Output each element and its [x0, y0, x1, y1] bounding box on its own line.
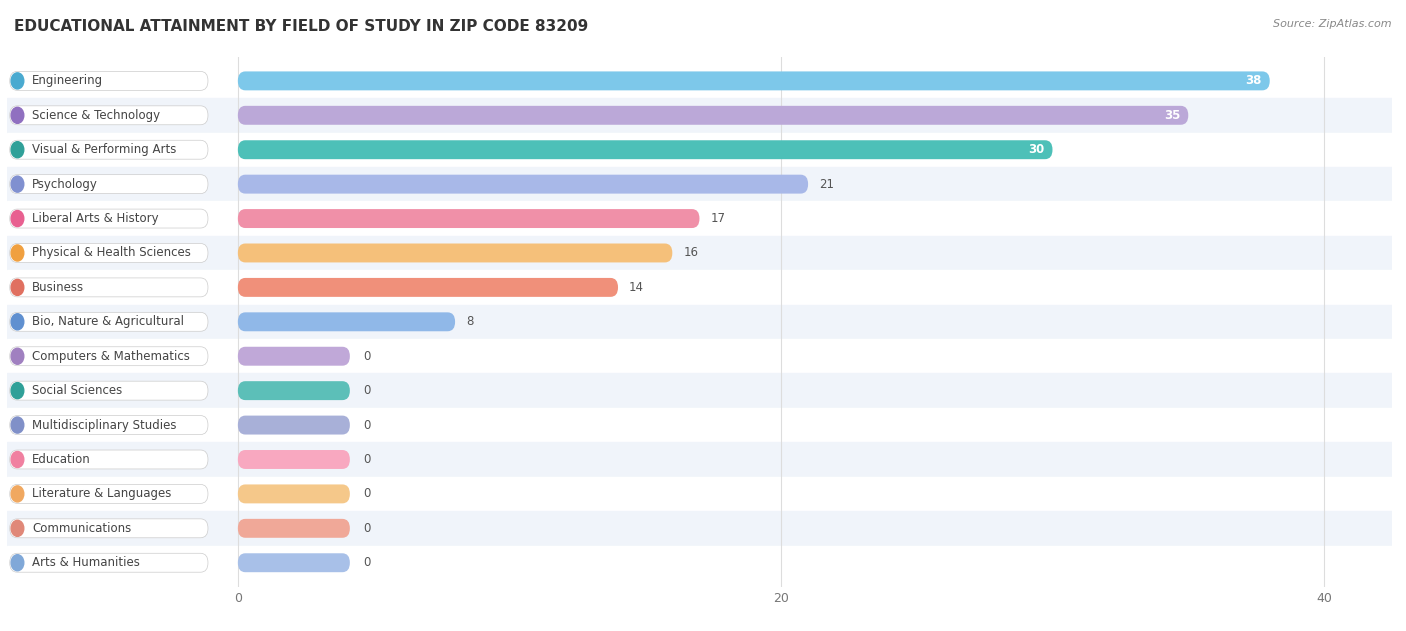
- FancyBboxPatch shape: [238, 519, 350, 538]
- FancyBboxPatch shape: [238, 381, 350, 400]
- Text: 16: 16: [683, 247, 699, 259]
- FancyBboxPatch shape: [238, 450, 350, 469]
- Text: Liberal Arts & History: Liberal Arts & History: [32, 212, 159, 225]
- FancyBboxPatch shape: [238, 347, 350, 366]
- FancyBboxPatch shape: [238, 244, 672, 262]
- FancyBboxPatch shape: [238, 485, 350, 504]
- Text: Education: Education: [32, 453, 91, 466]
- FancyBboxPatch shape: [10, 175, 208, 194]
- FancyBboxPatch shape: [238, 106, 1188, 125]
- Bar: [7, 374, 1392, 408]
- Circle shape: [11, 451, 24, 468]
- Text: 38: 38: [1246, 74, 1261, 87]
- Text: Science & Technology: Science & Technology: [32, 109, 160, 122]
- Bar: [7, 270, 1392, 305]
- Bar: [7, 201, 1392, 236]
- FancyBboxPatch shape: [238, 553, 350, 572]
- Circle shape: [11, 176, 24, 192]
- Text: 8: 8: [465, 316, 474, 328]
- FancyBboxPatch shape: [10, 106, 208, 125]
- FancyBboxPatch shape: [238, 278, 619, 297]
- FancyBboxPatch shape: [10, 519, 208, 538]
- Circle shape: [11, 417, 24, 433]
- Bar: [7, 476, 1392, 511]
- Text: EDUCATIONAL ATTAINMENT BY FIELD OF STUDY IN ZIP CODE 83209: EDUCATIONAL ATTAINMENT BY FIELD OF STUDY…: [14, 19, 588, 34]
- Text: 21: 21: [818, 178, 834, 191]
- Text: 35: 35: [1164, 109, 1180, 122]
- FancyBboxPatch shape: [238, 416, 350, 435]
- Bar: [7, 305, 1392, 339]
- Bar: [7, 133, 1392, 167]
- FancyBboxPatch shape: [10, 416, 208, 435]
- FancyBboxPatch shape: [10, 347, 208, 366]
- Circle shape: [11, 348, 24, 364]
- Text: Source: ZipAtlas.com: Source: ZipAtlas.com: [1274, 19, 1392, 29]
- Text: Literature & Languages: Literature & Languages: [32, 487, 172, 500]
- Bar: [7, 236, 1392, 270]
- Bar: [7, 442, 1392, 476]
- Text: Psychology: Psychology: [32, 178, 98, 191]
- Bar: [7, 546, 1392, 580]
- Bar: [7, 339, 1392, 374]
- Circle shape: [11, 521, 24, 536]
- Bar: [7, 167, 1392, 201]
- Text: 0: 0: [363, 522, 371, 535]
- Circle shape: [11, 486, 24, 502]
- Circle shape: [11, 107, 24, 123]
- Text: Physical & Health Sciences: Physical & Health Sciences: [32, 247, 191, 259]
- Text: Communications: Communications: [32, 522, 131, 535]
- Circle shape: [11, 555, 24, 571]
- FancyBboxPatch shape: [238, 312, 456, 331]
- Circle shape: [11, 142, 24, 158]
- FancyBboxPatch shape: [10, 381, 208, 400]
- Circle shape: [11, 382, 24, 399]
- Circle shape: [11, 211, 24, 227]
- Text: Bio, Nature & Agricultural: Bio, Nature & Agricultural: [32, 316, 184, 328]
- Text: 0: 0: [363, 453, 371, 466]
- FancyBboxPatch shape: [238, 209, 700, 228]
- Text: Multidisciplinary Studies: Multidisciplinary Studies: [32, 418, 176, 432]
- Text: 17: 17: [710, 212, 725, 225]
- FancyBboxPatch shape: [10, 485, 208, 504]
- FancyBboxPatch shape: [10, 278, 208, 297]
- Circle shape: [11, 280, 24, 295]
- Text: Arts & Humanities: Arts & Humanities: [32, 557, 139, 569]
- Bar: [7, 408, 1392, 442]
- FancyBboxPatch shape: [10, 450, 208, 469]
- FancyBboxPatch shape: [10, 140, 208, 159]
- Text: 0: 0: [363, 487, 371, 500]
- Text: 0: 0: [363, 418, 371, 432]
- Circle shape: [11, 73, 24, 89]
- Text: Business: Business: [32, 281, 84, 294]
- FancyBboxPatch shape: [10, 209, 208, 228]
- Bar: [7, 98, 1392, 133]
- Bar: [7, 511, 1392, 546]
- Text: 0: 0: [363, 384, 371, 397]
- FancyBboxPatch shape: [10, 71, 208, 90]
- FancyBboxPatch shape: [10, 244, 208, 262]
- Text: 30: 30: [1028, 143, 1045, 156]
- Circle shape: [11, 245, 24, 261]
- Text: Visual & Performing Arts: Visual & Performing Arts: [32, 143, 176, 156]
- FancyBboxPatch shape: [238, 140, 1053, 159]
- Text: 0: 0: [363, 350, 371, 363]
- FancyBboxPatch shape: [238, 71, 1270, 90]
- FancyBboxPatch shape: [238, 175, 808, 194]
- Text: Engineering: Engineering: [32, 74, 103, 87]
- Text: Computers & Mathematics: Computers & Mathematics: [32, 350, 190, 363]
- FancyBboxPatch shape: [10, 553, 208, 572]
- Text: Social Sciences: Social Sciences: [32, 384, 122, 397]
- Text: 14: 14: [628, 281, 644, 294]
- FancyBboxPatch shape: [10, 312, 208, 331]
- Bar: [7, 64, 1392, 98]
- Circle shape: [11, 314, 24, 330]
- Text: 0: 0: [363, 557, 371, 569]
